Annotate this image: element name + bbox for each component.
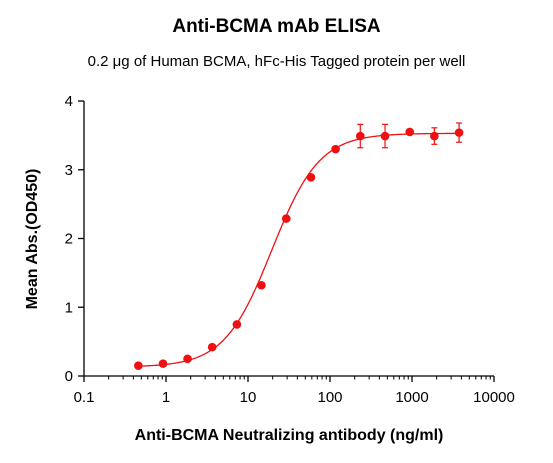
x-tick-label: 1000	[395, 389, 428, 406]
data-point	[281, 214, 291, 223]
data-point	[430, 131, 439, 141]
data-point	[158, 359, 168, 368]
data-points-layer	[134, 127, 464, 370]
x-tick-label: 10000	[473, 389, 515, 406]
data-point	[257, 280, 266, 290]
x-tick-label: 1	[162, 389, 170, 406]
data-point	[183, 354, 192, 364]
data-point	[331, 144, 340, 154]
x-tick-label: 10	[240, 389, 257, 406]
data-point	[306, 173, 316, 182]
data-point	[405, 127, 415, 137]
fit-curve-layer	[138, 132, 460, 367]
x-tick-label: 0.1	[74, 389, 95, 406]
y-tick-label: 2	[65, 231, 73, 248]
y-tick-label: 1	[65, 299, 73, 316]
y-tick-label: 0	[65, 368, 73, 385]
fit-curve	[138, 132, 460, 367]
data-point	[232, 320, 242, 329]
chart-title: Anti-BCMA mAb ELISA	[172, 16, 381, 37]
chart-subtitle: 0.2 μg of Human BCMA, hFc-His Tagged pro…	[87, 53, 466, 70]
data-point	[355, 131, 365, 141]
x-axis-title: Anti-BCMA Neutralizing antibody (ng/ml)	[135, 427, 444, 444]
data-point	[134, 361, 143, 370]
axes: 0 1 2 3 4 0.1 1 10 100 1000 10000	[65, 93, 515, 406]
y-tick-label: 4	[65, 93, 73, 110]
data-point	[454, 128, 464, 137]
data-point	[207, 342, 217, 352]
x-tick-label: 100	[317, 389, 342, 406]
y-axis-title: Mean Abs.(OD450)	[24, 169, 41, 310]
y-tick-label: 3	[65, 162, 73, 179]
data-point	[380, 131, 390, 141]
